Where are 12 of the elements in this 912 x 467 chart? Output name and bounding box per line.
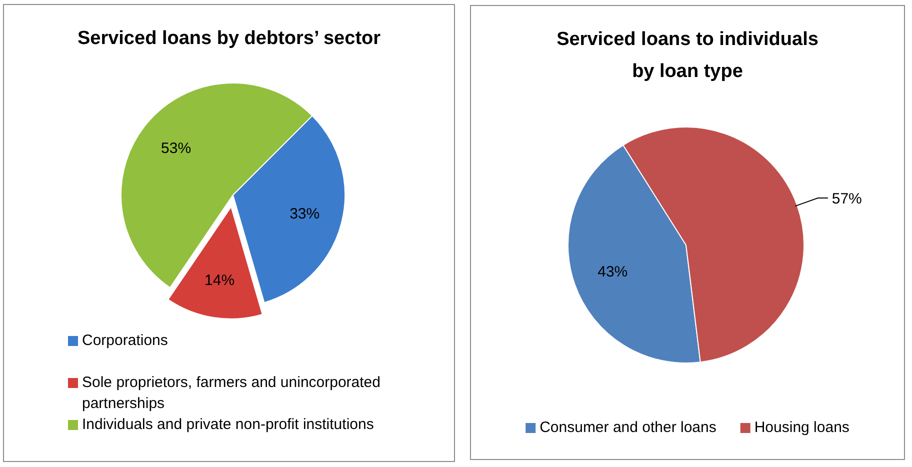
data-label: 53% — [161, 140, 192, 158]
legend-label: Sole proprietors, farmers and unincorporated partnerships — [82, 374, 380, 412]
legend-label: Corporations — [82, 332, 168, 349]
legend-label: Consumer and other loans — [540, 419, 716, 436]
legend-label: Individuals and private non-profit institutions — [82, 416, 374, 433]
data-label: 43% — [598, 263, 628, 280]
legend-label: Housing loans — [754, 419, 850, 436]
data-label: 14% — [204, 272, 235, 290]
data-label: 33% — [290, 206, 320, 223]
chart-title: Serviced loans by debtors’ sector — [77, 28, 382, 49]
data-label: 57% — [832, 190, 862, 208]
chart-title: Serviced loans to individuals by loan type — [556, 29, 818, 82]
